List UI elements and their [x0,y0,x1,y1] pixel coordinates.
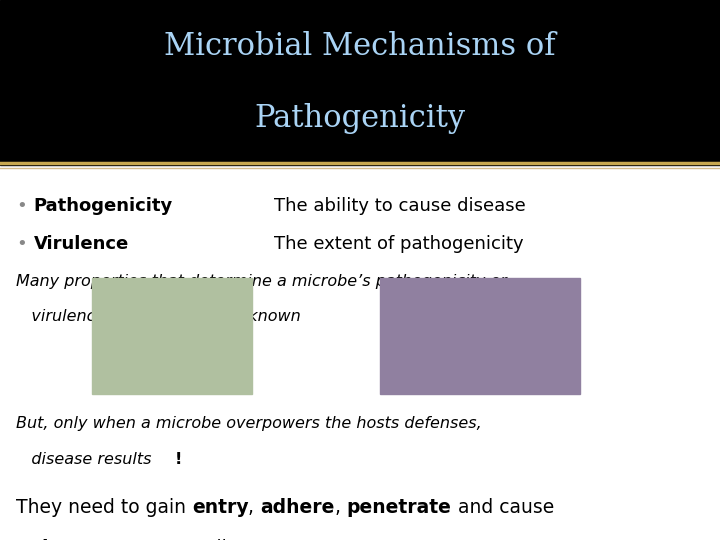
Text: !: ! [175,451,182,467]
Text: and cause: and cause [451,498,554,517]
Text: Virulence: Virulence [34,235,129,253]
Text: The ability to cause disease: The ability to cause disease [274,197,526,215]
Bar [0,0,720,165]
Text: damage: damage [34,538,118,540]
Bar [380,278,580,394]
Text: virulence are unclear or unknown: virulence are unclear or unknown [16,309,300,325]
Text: Microbial Mechanisms of: Microbial Mechanisms of [164,31,556,62]
Text: •: • [16,197,27,215]
Text: Many properties that determine a microbe’s pathogenicity or: Many properties that determine a microbe… [16,274,507,289]
Text: to cause disease.: to cause disease. [118,538,287,540]
Text: They need to gain: They need to gain [16,498,192,517]
Bar [92,278,252,394]
Text: penetrate: penetrate [347,498,451,517]
Text: ,: , [248,498,261,517]
Text: Pathogenicity: Pathogenicity [254,103,466,134]
Text: disease results: disease results [16,451,151,467]
Text: adhere: adhere [261,498,335,517]
Text: entry: entry [192,498,248,517]
Text: ,: , [335,498,347,517]
Text: But, only when a microbe overpowers the hosts defenses,: But, only when a microbe overpowers the … [16,416,482,431]
Text: Pathogenicity: Pathogenicity [34,197,173,215]
Text: The extent of pathogenicity: The extent of pathogenicity [274,235,523,253]
Text: •: • [16,235,27,253]
